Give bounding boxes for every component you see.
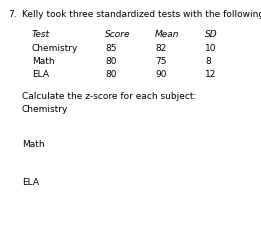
Text: Mean: Mean bbox=[155, 30, 180, 39]
Text: Math: Math bbox=[22, 139, 45, 148]
Text: 75: 75 bbox=[155, 57, 167, 66]
Text: ELA: ELA bbox=[32, 70, 49, 79]
Text: 80: 80 bbox=[105, 57, 116, 66]
Text: 7.: 7. bbox=[8, 10, 17, 19]
Text: 10: 10 bbox=[205, 44, 217, 53]
Text: Chemistry: Chemistry bbox=[22, 105, 68, 114]
Text: Chemistry: Chemistry bbox=[32, 44, 78, 53]
Text: Kelly took three standardized tests with the following results:: Kelly took three standardized tests with… bbox=[22, 10, 261, 19]
Text: Test: Test bbox=[32, 30, 50, 39]
Text: 12: 12 bbox=[205, 70, 216, 79]
Text: ELA: ELA bbox=[22, 177, 39, 186]
Text: Calculate the z-score for each subject:: Calculate the z-score for each subject: bbox=[22, 92, 196, 101]
Text: 82: 82 bbox=[155, 44, 166, 53]
Text: 8: 8 bbox=[205, 57, 211, 66]
Text: 80: 80 bbox=[105, 70, 116, 79]
Text: Math: Math bbox=[32, 57, 55, 66]
Text: 85: 85 bbox=[105, 44, 116, 53]
Text: SD: SD bbox=[205, 30, 218, 39]
Text: 90: 90 bbox=[155, 70, 167, 79]
Text: Score: Score bbox=[105, 30, 130, 39]
